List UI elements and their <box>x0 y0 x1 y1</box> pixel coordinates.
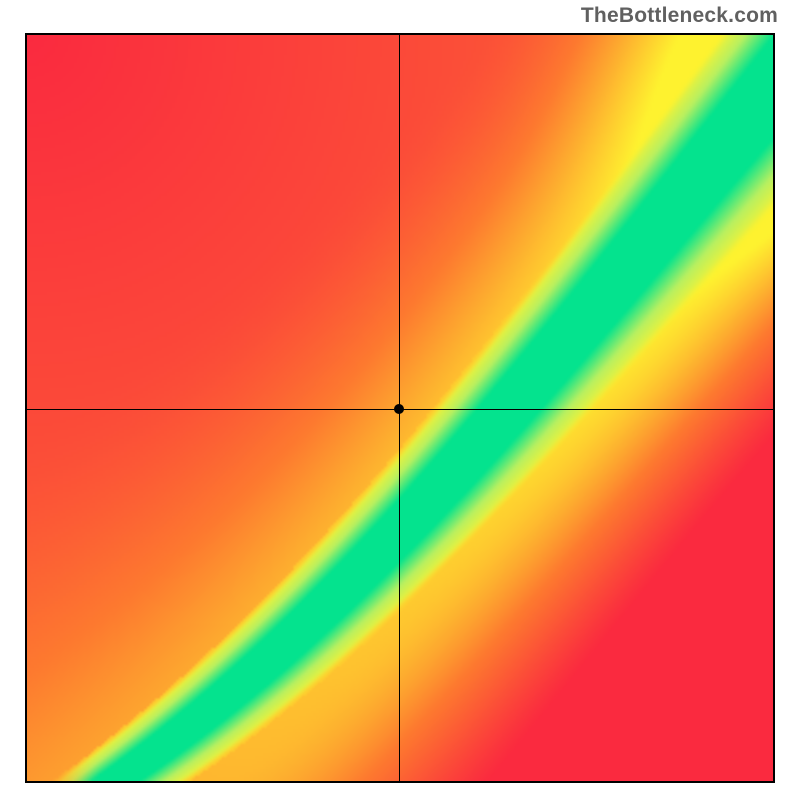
plot-area <box>25 33 775 783</box>
marker-dot <box>394 404 404 414</box>
chart-container: TheBottleneck.com <box>0 0 800 800</box>
watermark-text: TheBottleneck.com <box>581 4 778 28</box>
